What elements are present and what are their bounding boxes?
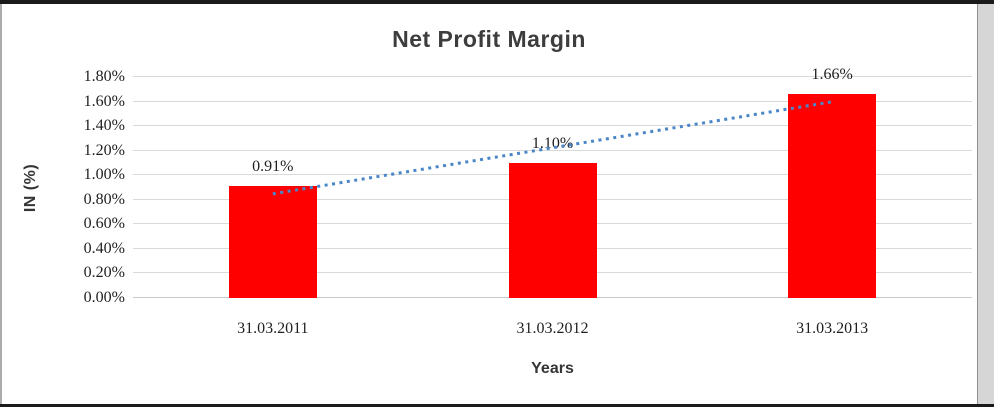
plot-area: 0.91% 1.10% 1.66% xyxy=(133,66,972,298)
trendline xyxy=(272,100,833,196)
chart-title: Net Profit Margin xyxy=(392,26,586,52)
x-tick-label: 31.03.2013 xyxy=(796,320,869,337)
y-tick-label: 1.00% xyxy=(83,166,125,184)
y-tick-label: 1.80% xyxy=(83,68,125,85)
bar xyxy=(788,94,877,298)
gridline xyxy=(133,149,972,151)
bar-data-label: 0.91% xyxy=(252,158,294,176)
y-tick-label: 0.80% xyxy=(83,190,125,208)
bar xyxy=(508,162,597,298)
y-tick-label: 0.00% xyxy=(83,289,125,306)
y-axis-title-text: IN (%) xyxy=(22,163,40,212)
y-tick-label: 0.60% xyxy=(83,215,125,233)
x-axis-tick-labels: 31.03.2011 31.03.2012 31.03.2013 xyxy=(133,320,972,340)
frame-bottom-border xyxy=(0,404,994,407)
bar-data-label: 1.66% xyxy=(811,66,853,84)
y-tick-label: 1.20% xyxy=(83,141,125,159)
gridline xyxy=(133,76,972,77)
frame-left-border xyxy=(0,0,2,407)
y-tick-label: 0.20% xyxy=(83,264,125,282)
bar xyxy=(228,186,317,298)
bar-data-label: 1.10% xyxy=(531,134,574,152)
page-margin-strip xyxy=(977,0,994,407)
x-tick-label: 31.03.2012 xyxy=(516,320,589,337)
x-axis-title: Years xyxy=(531,360,574,377)
frame-top-border xyxy=(0,0,994,4)
y-axis-tick-labels: 0.00% 0.20% 0.40% 0.60% 0.80% 1.00% 1.20% 1.40%… xyxy=(40,68,125,306)
y-tick-label: 1.60% xyxy=(83,92,125,110)
x-tick-label: 31.03.2011 xyxy=(237,320,309,337)
gridline xyxy=(133,125,972,127)
y-tick-label: 1.40% xyxy=(83,117,125,135)
y-tick-label: 0.40% xyxy=(83,239,125,257)
gridline xyxy=(133,100,972,102)
